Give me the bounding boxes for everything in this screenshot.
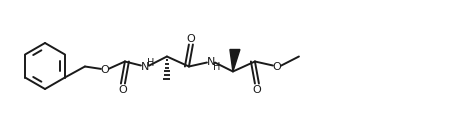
Text: O: O	[186, 34, 195, 44]
Polygon shape	[230, 50, 240, 72]
Text: O: O	[119, 84, 127, 95]
Text: N: N	[207, 56, 215, 67]
Text: H: H	[213, 62, 221, 72]
Text: O: O	[252, 84, 262, 95]
Text: N: N	[141, 62, 149, 72]
Text: O: O	[273, 62, 281, 72]
Text: H: H	[147, 58, 155, 67]
Text: O: O	[101, 65, 109, 74]
